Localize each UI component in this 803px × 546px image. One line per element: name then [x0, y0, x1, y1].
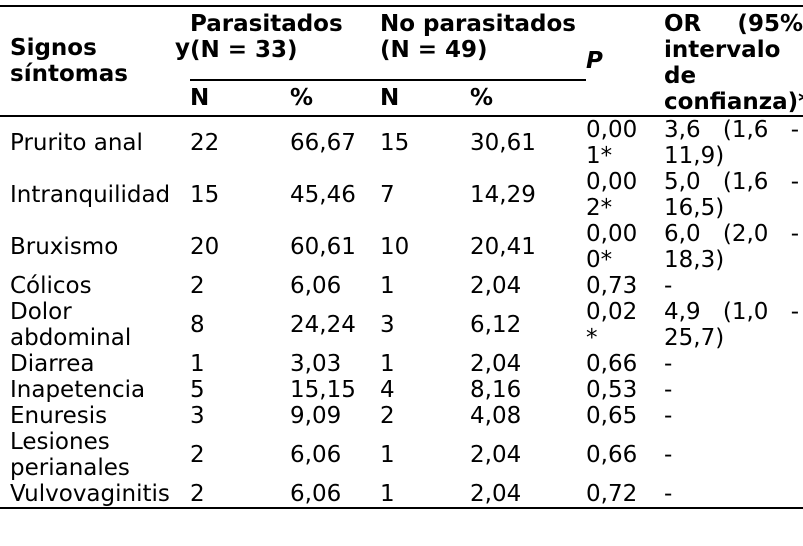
cell-p-value: 0,000* [586, 221, 638, 273]
table-header: Signos y síntomas Parasitados (N = 33) N… [0, 6, 803, 116]
cell-sign-name: Intranquilidad [10, 182, 171, 208]
cell-pct-parasitized: 60,61 [290, 234, 356, 260]
cell-pct-parasitized: 6,06 [290, 273, 342, 299]
table-row: Cólicos 2 6,06 1 2,04 0,73 - [0, 273, 803, 299]
cell-pct-non-parasitized: 2,04 [470, 273, 522, 299]
symptoms-table: Signos y síntomas Parasitados (N = 33) N… [0, 5, 803, 509]
subheader-n-parasitized: N [190, 85, 210, 112]
cell-pct-non-parasitized: 14,29 [470, 182, 536, 208]
cell-sign-name: Vulvovaginitis [10, 481, 170, 507]
cell-p-value: 0,02* [586, 299, 638, 351]
cell-odds-ratio: - [664, 403, 673, 429]
cell-pct-non-parasitized: 30,61 [470, 130, 536, 156]
cell-n-parasitized: 15 [190, 182, 220, 208]
table-row: Diarrea 1 3,03 1 2,04 0,66 - [0, 351, 803, 377]
cell-n-parasitized: 8 [190, 312, 205, 338]
cell-odds-ratio: - [664, 442, 673, 468]
cell-odds-ratio: - [664, 273, 673, 299]
header-odds-ratio: OR (95% intervalo de confianza)** [664, 11, 803, 115]
table-row: Prurito anal 22 66,67 15 30,61 0,001* 3,… [0, 116, 803, 169]
cell-p-value: 0,65 [586, 403, 638, 429]
cell-pct-non-parasitized: 2,04 [470, 351, 522, 377]
cell-p-value: 0,73 [586, 273, 638, 299]
table-row: Inapetencia 5 15,15 4 8,16 0,53 - [0, 377, 803, 403]
cell-odds-ratio: 3,6 (1,6 - 11,9) [664, 117, 799, 169]
cell-n-non-parasitized: 1 [380, 273, 395, 299]
cell-pct-parasitized: 6,06 [290, 481, 342, 507]
cell-pct-parasitized: 6,06 [290, 442, 342, 468]
table-row: Intranquilidad 15 45,46 7 14,29 0,002* 5… [0, 169, 803, 221]
cell-n-parasitized: 1 [190, 351, 205, 377]
cell-p-value: 0,66 [586, 351, 638, 377]
cell-n-parasitized: 5 [190, 377, 205, 403]
cell-p-value: 0,66 [586, 442, 638, 468]
cell-pct-non-parasitized: 6,12 [470, 312, 522, 338]
cell-pct-parasitized: 15,15 [290, 377, 356, 403]
cell-sign-name: Dolor abdominal [10, 299, 132, 351]
header-p-value: P [586, 48, 603, 74]
cell-n-parasitized: 22 [190, 130, 220, 156]
cell-odds-ratio: - [664, 481, 673, 507]
cell-n-parasitized: 2 [190, 481, 205, 507]
cell-pct-parasitized: 24,24 [290, 312, 356, 338]
cell-p-value: 0,72 [586, 481, 638, 507]
cell-pct-non-parasitized: 8,16 [470, 377, 522, 403]
cell-pct-parasitized: 9,09 [290, 403, 342, 429]
cell-pct-parasitized: 3,03 [290, 351, 342, 377]
cell-pct-non-parasitized: 2,04 [470, 481, 522, 507]
cell-sign-name: Cólicos [10, 273, 92, 299]
cell-odds-ratio: - [664, 377, 673, 403]
cell-n-non-parasitized: 1 [380, 481, 395, 507]
cell-pct-non-parasitized: 4,08 [470, 403, 522, 429]
cell-n-non-parasitized: 15 [380, 130, 410, 156]
cell-n-non-parasitized: 10 [380, 234, 410, 260]
cell-sign-name: Diarrea [10, 351, 95, 377]
table-row: Enuresis 3 9,09 2 4,08 0,65 - [0, 403, 803, 429]
table-row: Bruxismo 20 60,61 10 20,41 0,000* 6,0 (2… [0, 221, 803, 273]
cell-n-non-parasitized: 1 [380, 351, 395, 377]
cell-n-non-parasitized: 7 [380, 182, 395, 208]
cell-p-value: 0,001* [586, 117, 638, 169]
cell-n-non-parasitized: 3 [380, 312, 395, 338]
cell-pct-non-parasitized: 20,41 [470, 234, 536, 260]
cell-n-parasitized: 3 [190, 403, 205, 429]
cell-pct-non-parasitized: 2,04 [470, 442, 522, 468]
cell-n-parasitized: 2 [190, 273, 205, 299]
subheader-pct-parasitized: % [290, 85, 314, 112]
cell-sign-name: Prurito anal [10, 130, 143, 156]
cell-odds-ratio: - [664, 351, 673, 377]
header-signs-symptoms: Signos y síntomas [10, 35, 190, 87]
cell-pct-parasitized: 45,46 [290, 182, 356, 208]
cell-p-value: 0,002* [586, 169, 638, 221]
cell-n-parasitized: 2 [190, 442, 205, 468]
header-group-parasitized: Parasitados (N = 33) [190, 6, 380, 82]
table-row: Dolor abdominal 8 24,24 3 6,12 0,02* 4,9… [0, 299, 803, 351]
cell-n-parasitized: 20 [190, 234, 220, 260]
cell-sign-name: Enuresis [10, 403, 108, 429]
cell-odds-ratio: 4,9 (1,0 - 25,7) [664, 299, 799, 351]
header-group-non-parasitized: No parasitados (N = 49) [380, 6, 586, 82]
table-row: Vulvovaginitis 2 6,06 1 2,04 0,72 - [0, 481, 803, 508]
cell-sign-name: Lesiones perianales [10, 429, 130, 481]
cell-sign-name: Bruxismo [10, 234, 119, 260]
table-body: Prurito anal 22 66,67 15 30,61 0,001* 3,… [0, 116, 803, 508]
subheader-pct-non-parasitized: % [470, 85, 494, 112]
cell-n-non-parasitized: 2 [380, 403, 395, 429]
subheader-n-non-parasitized: N [380, 85, 400, 112]
cell-sign-name: Inapetencia [10, 377, 146, 403]
cell-odds-ratio: 5,0 (1,6 - 16,5) [664, 169, 799, 221]
cell-n-non-parasitized: 4 [380, 377, 395, 403]
cell-n-non-parasitized: 1 [380, 442, 395, 468]
cell-pct-parasitized: 66,67 [290, 130, 356, 156]
cell-p-value: 0,53 [586, 377, 638, 403]
cell-odds-ratio: 6,0 (2,0 - 18,3) [664, 221, 799, 273]
table-row: Lesiones perianales 2 6,06 1 2,04 0,66 - [0, 429, 803, 481]
